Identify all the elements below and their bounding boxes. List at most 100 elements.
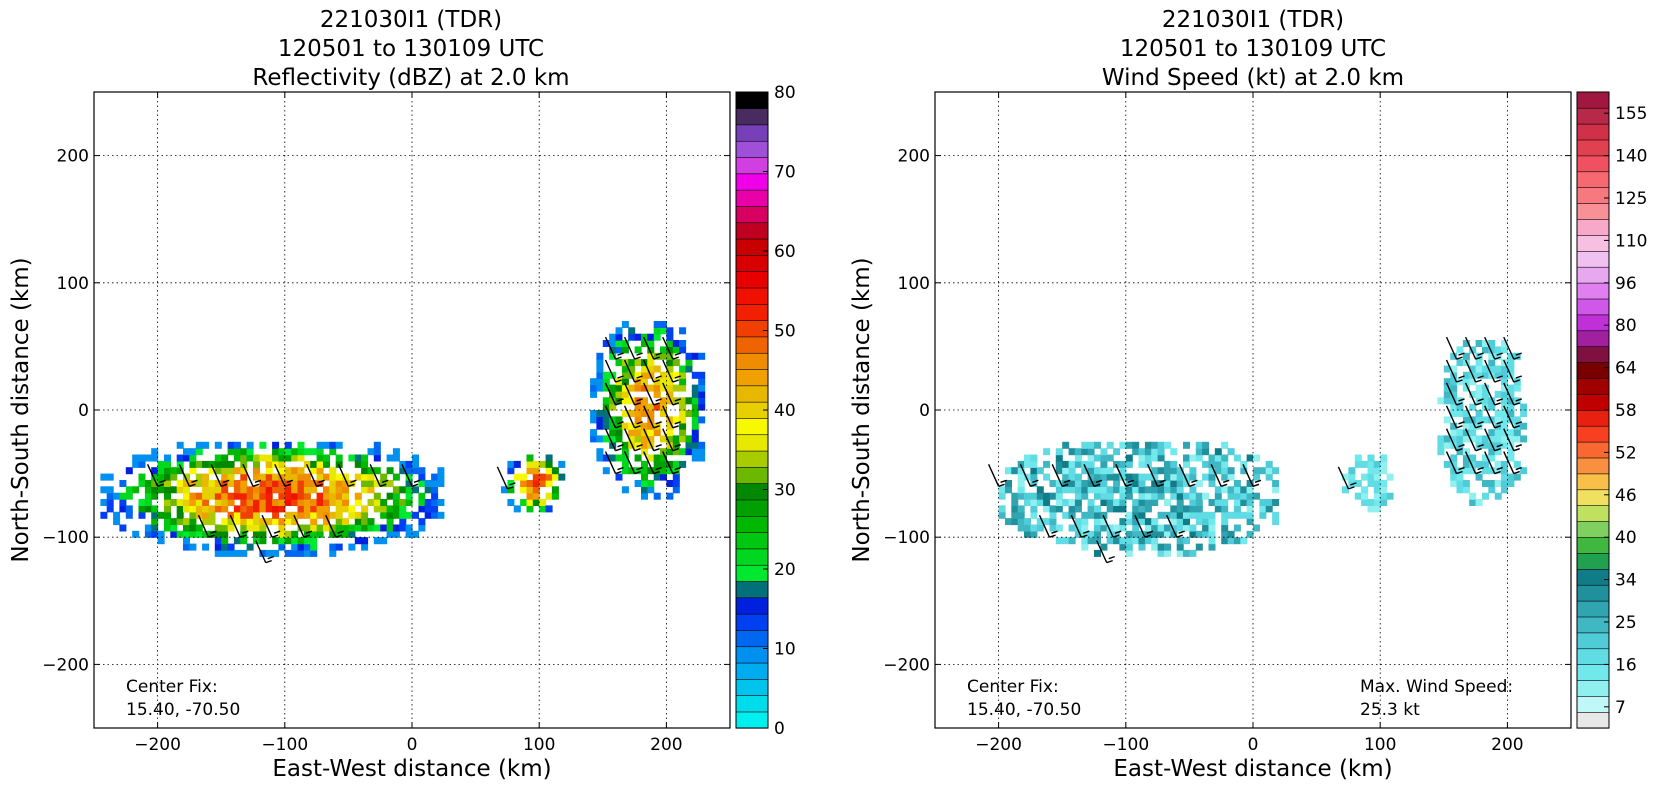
y-tick-label: 200 <box>898 147 930 167</box>
field-cell <box>297 486 305 494</box>
field-cell <box>1221 454 1229 462</box>
field-cell <box>361 473 369 481</box>
field-cell <box>1367 454 1375 462</box>
field-cell <box>1030 454 1038 462</box>
field-cell <box>1176 537 1184 545</box>
field-cell <box>1024 473 1031 481</box>
field-cell <box>380 537 388 545</box>
field-cell <box>1017 505 1025 513</box>
field-cell <box>202 486 210 494</box>
field-cell <box>316 473 324 481</box>
colorbar-segment <box>1576 361 1610 379</box>
field-cell <box>1176 467 1184 475</box>
field-cell <box>1469 346 1477 354</box>
field-cell <box>373 524 381 532</box>
field-cell <box>214 530 222 538</box>
field-cell <box>551 492 559 500</box>
field-cell <box>335 454 343 462</box>
field-cell <box>214 467 222 475</box>
field-cell <box>405 511 413 519</box>
field-cell <box>634 371 642 379</box>
field-cell <box>329 467 337 475</box>
field-cell <box>316 511 324 519</box>
field-cell <box>1119 441 1127 449</box>
field-cell <box>297 492 305 500</box>
field-cell <box>214 537 222 545</box>
field-cell <box>354 454 362 462</box>
field-cell <box>1488 365 1496 373</box>
field-cell <box>138 454 146 462</box>
field-cell <box>259 499 267 506</box>
field-cell <box>144 524 152 532</box>
field-cell <box>214 486 222 494</box>
wind-barb <box>369 464 389 487</box>
field-cell <box>621 340 629 347</box>
field-cell <box>348 543 356 551</box>
field-cell <box>1507 480 1515 487</box>
field-cell <box>653 327 661 335</box>
field-cell <box>253 492 260 500</box>
field-cell <box>621 454 629 462</box>
wind-barb <box>401 464 421 487</box>
colorbar-tick-label: 30 <box>774 481 796 501</box>
wind-barb <box>1503 382 1522 406</box>
field-cell <box>392 448 400 456</box>
field-cell <box>265 467 273 475</box>
field-cell <box>303 549 311 557</box>
field-cell <box>596 454 604 462</box>
wind-barb <box>1484 451 1503 475</box>
field-cell <box>144 454 152 462</box>
field-cell <box>621 371 629 379</box>
field-cell <box>253 473 260 481</box>
field-cell <box>157 511 165 519</box>
field-cell <box>354 499 362 506</box>
wind-barb <box>1083 464 1103 487</box>
colorbar-segment <box>1576 552 1610 570</box>
field-cell <box>1437 435 1445 443</box>
field-cell <box>386 530 394 538</box>
field-cell <box>698 384 706 392</box>
field-cell <box>329 543 337 551</box>
field-cell <box>1119 543 1127 551</box>
field-cell <box>246 499 254 506</box>
field-cell <box>1227 486 1235 494</box>
field-cell <box>1068 480 1076 487</box>
field-cell <box>1469 390 1477 398</box>
field-cell <box>1125 549 1133 557</box>
field-cell <box>348 454 356 462</box>
field-cell <box>621 321 629 328</box>
field-cell <box>342 505 349 513</box>
max-wind-value: 25.3 kt <box>1360 700 1420 720</box>
field-cell <box>424 486 432 494</box>
field-cell <box>1138 530 1146 538</box>
field-cell <box>1068 473 1076 481</box>
wind-barb <box>1445 451 1465 475</box>
field-cell <box>1068 511 1076 519</box>
field-cell <box>1183 460 1190 468</box>
colorbar-tick-label: 7 <box>1615 698 1626 718</box>
field-cell <box>265 505 273 513</box>
field-cell <box>278 505 286 513</box>
field-cell <box>1361 499 1369 506</box>
field-cell <box>189 454 197 462</box>
colorbar-segment <box>735 271 769 289</box>
field-cell <box>329 480 337 487</box>
field-cell <box>685 435 693 443</box>
field-cell <box>316 448 324 456</box>
field-cell <box>316 454 324 462</box>
field-cell <box>1049 480 1057 487</box>
field-cell <box>1062 537 1070 545</box>
wind-barb <box>1503 405 1522 429</box>
field-cell <box>1348 480 1356 487</box>
field-cell <box>1189 524 1197 532</box>
field-cell <box>1221 537 1229 545</box>
field-cell <box>634 454 642 462</box>
field-cell <box>1482 346 1489 354</box>
field-cell <box>253 511 260 519</box>
field-cell <box>1151 441 1159 449</box>
field-cell <box>284 511 292 519</box>
field-cell <box>272 473 280 481</box>
field-cell <box>609 454 617 462</box>
field-cell <box>647 340 655 347</box>
field-cell <box>1265 505 1273 513</box>
